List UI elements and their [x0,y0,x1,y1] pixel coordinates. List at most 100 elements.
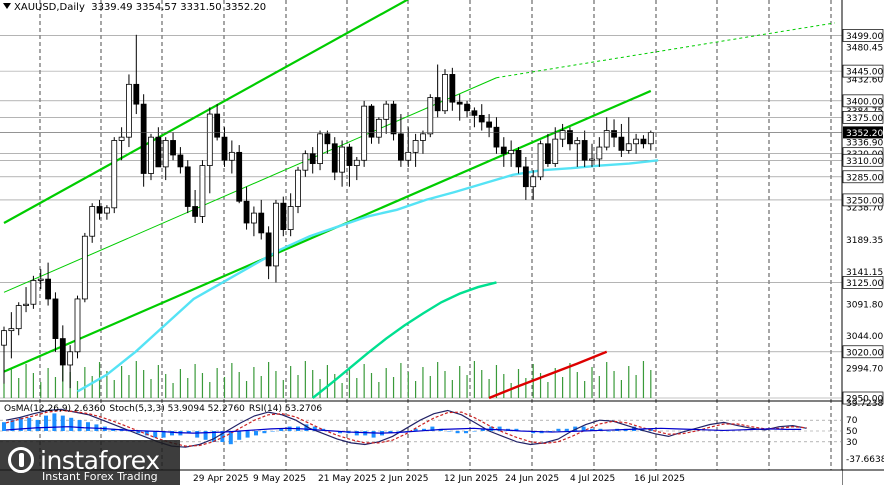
osma-histogram-bar [489,426,494,431]
moving-average-line [76,159,659,393]
volume-bar [18,378,20,398]
candle-body [596,146,603,160]
candle-body [199,165,206,217]
candle-body [280,202,287,231]
osma-histogram-bar [304,424,309,431]
volume-bar [150,379,152,398]
subwindow-axis-label: 50 [846,427,858,437]
volume-bar [620,380,622,398]
volume-bar [223,377,226,398]
osma-histogram-bar [136,431,141,434]
candle-body [449,74,456,103]
volume-bar [466,375,468,398]
osma-histogram-bar [422,428,426,431]
price-level-box [842,153,884,167]
osma-histogram-bar [338,431,342,434]
candle-body [1,330,7,346]
volume-bar [121,366,123,398]
price-level-box [842,193,884,207]
volume-bar [495,365,498,398]
osma-histogram-bar [464,431,468,434]
candle-body [647,132,654,145]
volume-bar [326,365,328,398]
osma-histogram-bar [170,431,174,436]
subwindow-axis-label: 30 [846,438,858,448]
candle-body [339,146,346,173]
volume-bar [429,376,431,398]
osma-histogram-bar [237,431,242,440]
volume-bar [3,383,5,398]
volume-bar [245,381,248,398]
time-tick-label: 16 Jul 2025 [634,474,685,484]
volume-bar [613,371,615,398]
volume-bar [576,372,578,398]
candle-body [442,74,448,112]
candle-body [206,113,213,166]
candle-body [273,202,279,267]
volume-bar [642,361,645,398]
candle-body [346,146,353,166]
volume-bar [400,363,402,398]
volume-bar [407,372,409,398]
volume-bar [231,363,233,398]
instaforex-logo-icon [8,447,34,473]
volume-bar [650,370,652,398]
candle-body [324,133,331,145]
volume-bar [91,376,93,398]
price-level-box [842,170,884,184]
candle-body [184,166,191,207]
osma-histogram-bar [161,431,166,438]
symbol-label: XAUUSD,Daily [14,2,85,13]
osma-histogram-bar [262,431,267,434]
volume-bar [304,361,306,398]
volume-bar [437,362,439,398]
osma-histogram-bar [396,431,401,432]
candle-body [59,338,66,366]
candle-body [412,140,419,153]
candle-body [420,133,426,141]
candle-body [390,103,397,135]
osma-histogram-bar [354,431,359,436]
volume-bar [282,380,284,398]
candle-body [640,138,647,145]
candle-body [567,130,573,145]
candle-body [30,280,37,305]
candle-body [45,278,51,300]
osma-histogram-bar [413,428,418,431]
candle-body [434,97,441,112]
collapse-triangle-icon[interactable] [3,3,11,9]
price-level-label: 3445.00 [846,68,883,78]
candle-body [295,169,301,207]
volume-bar [459,366,461,398]
volume-bar [584,381,586,398]
time-tick-label: 9 May 2025 [253,474,306,484]
price-level-label: 3250.00 [846,196,883,206]
candle-body [250,212,257,224]
osma-histogram-bar [212,431,216,442]
time-axis-panel [0,470,842,485]
price-level-label: 3400.00 [846,97,883,107]
time-tick-label: 21 May 2025 [318,474,377,484]
volume-bar [562,377,564,398]
candle-body [126,83,132,138]
chart-header: XAUUSD,Daily 3339.49 3354.57 3331.50 335… [3,2,266,13]
price-level-box [842,111,884,124]
volume-bar [363,364,365,398]
volume-bar [348,369,351,398]
candle-body [221,136,228,161]
osma-histogram-bar [430,426,435,431]
osma-histogram-bar [312,426,317,431]
candle-body [177,154,184,168]
price-level-label: 3020.00 [846,348,883,358]
volume-bar [488,379,490,398]
candle-body [236,151,243,202]
ohlc-values: 3339.49 3354.57 3331.50 3352.20 [91,2,267,13]
osma-histogram-bar [220,431,225,442]
candle-body [15,305,22,330]
candle-body [427,97,434,135]
osma-histogram-bar [77,420,82,431]
volume-bar [334,374,336,398]
price-level-label: 3125.00 [846,279,883,289]
candle-body [500,146,507,155]
